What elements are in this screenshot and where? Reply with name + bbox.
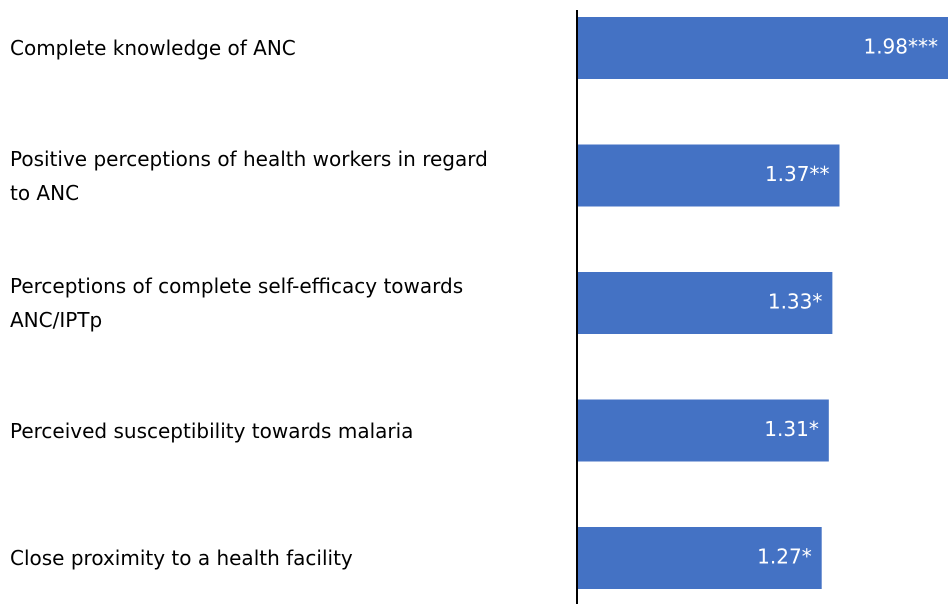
category-label: Perceived susceptibility towards malaria <box>10 418 414 443</box>
category-label: Perceptions of complete self-efficacy to… <box>10 274 464 332</box>
category-label: Close proximity to a health facility <box>10 546 353 570</box>
value-label: 1.27* <box>757 545 812 569</box>
category-label: Complete knowledge of ANC <box>10 36 296 60</box>
bar <box>578 17 948 79</box>
category-label: Positive perceptions of health workers i… <box>10 146 488 205</box>
value-label: 1.33* <box>768 290 823 314</box>
bar <box>578 399 829 462</box>
bar <box>578 272 833 334</box>
bar <box>578 527 822 589</box>
value-label: 1.98*** <box>863 35 938 59</box>
value-label: 1.31* <box>764 417 819 441</box>
bar <box>578 144 840 207</box>
value-label: 1.37** <box>765 162 830 186</box>
